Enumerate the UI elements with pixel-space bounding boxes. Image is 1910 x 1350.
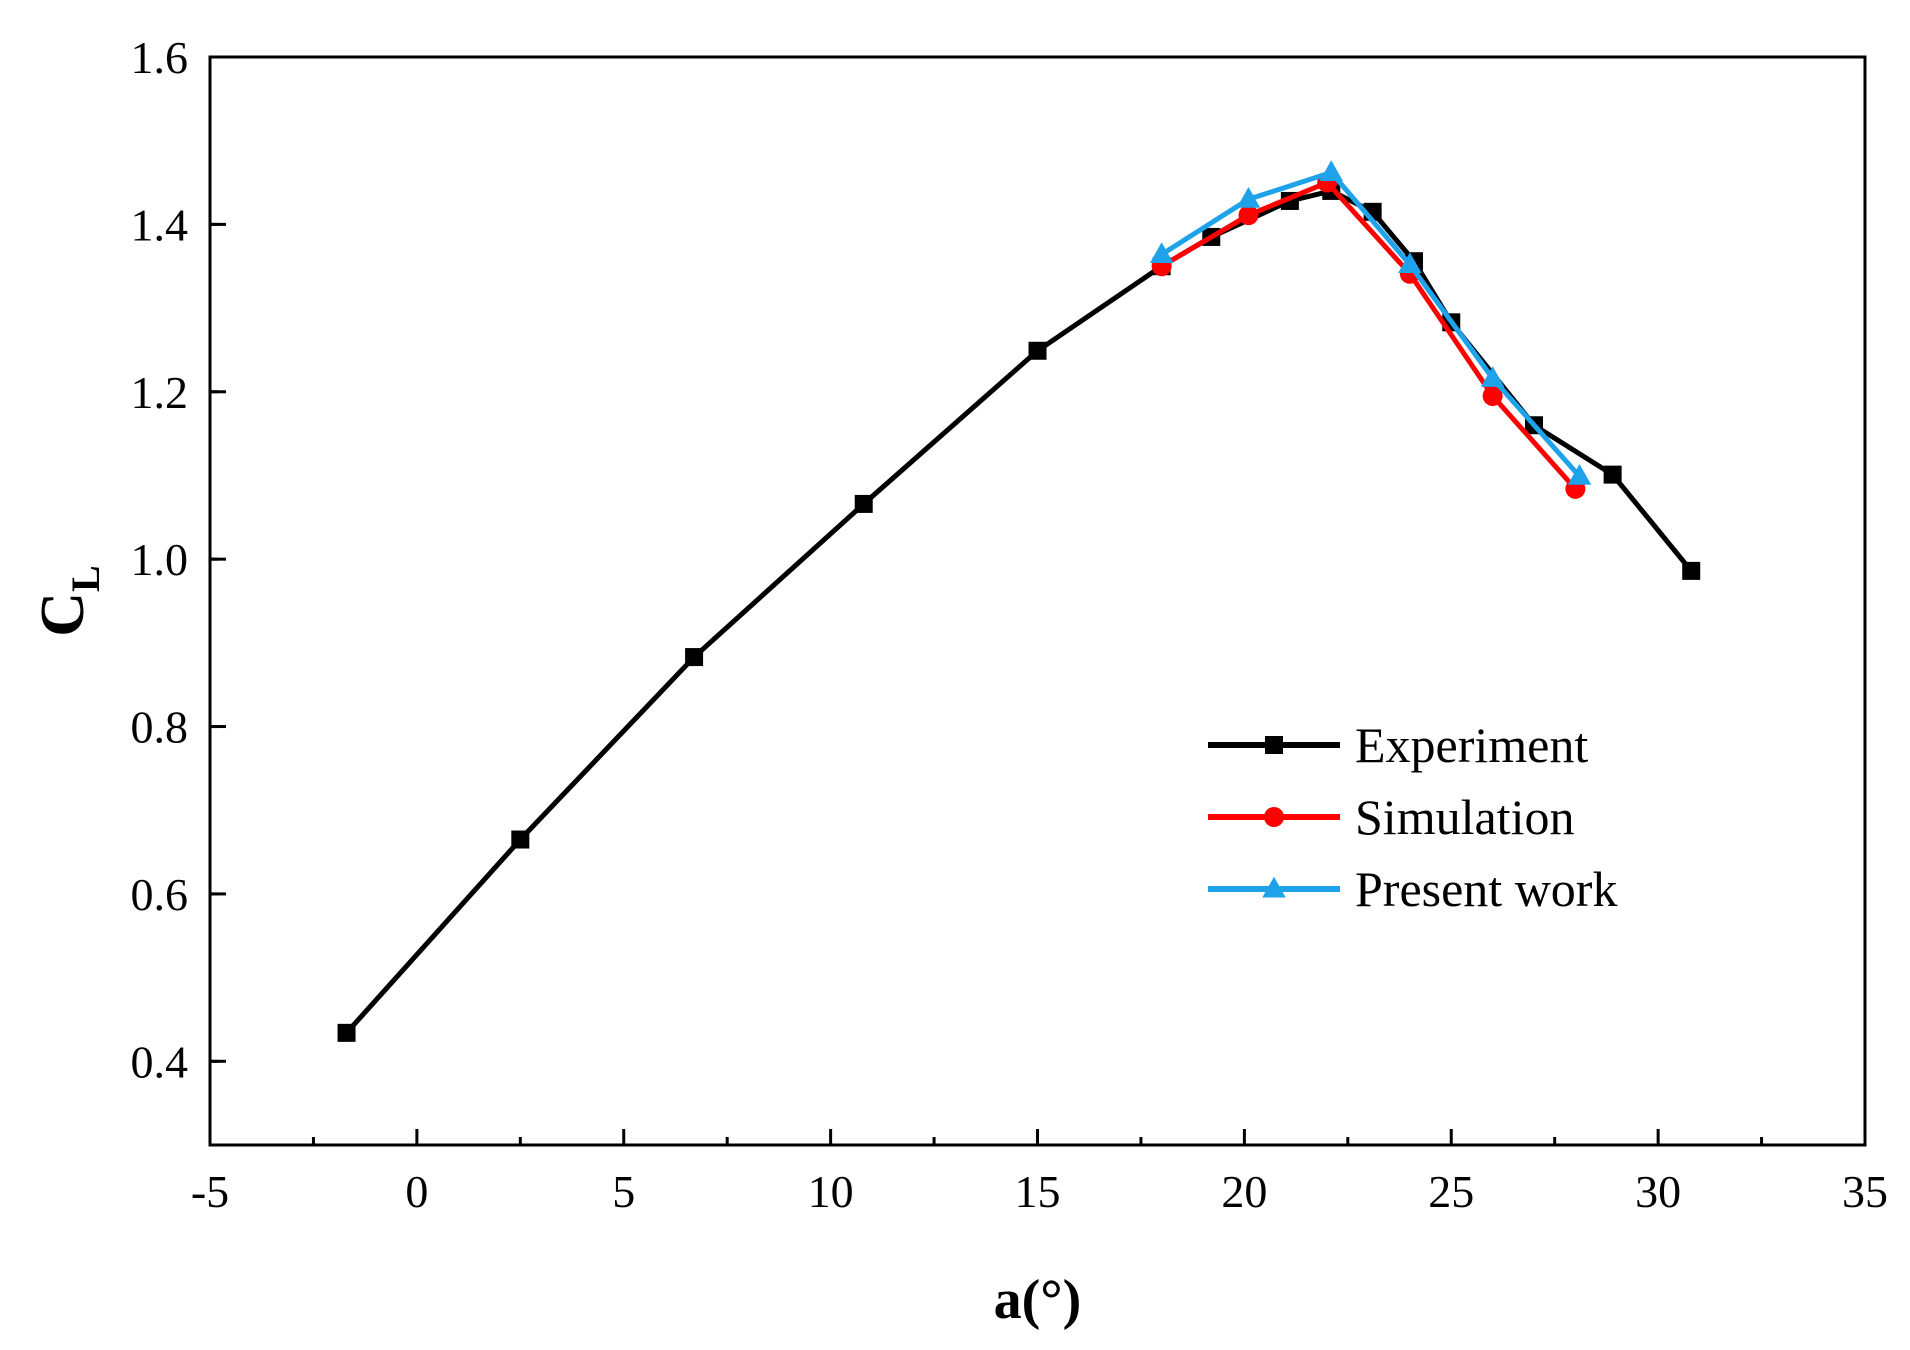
present-work-point [1236, 186, 1261, 208]
simulation-point [1482, 385, 1503, 406]
legend-swatch-marker [1262, 876, 1286, 898]
simulation-line [1160, 180, 1578, 491]
legend-item-simulation: Simulation [1208, 789, 1574, 845]
x-tick-label: 5 [612, 1166, 635, 1217]
x-tick-label: 35 [1842, 1166, 1888, 1217]
y-axis-title: CL [29, 565, 108, 636]
legend-item-experiment: Experiment [1208, 717, 1588, 773]
x-tick-label: 20 [1221, 1166, 1267, 1217]
present-work-point [1149, 242, 1174, 264]
x-tick-label: 30 [1635, 1166, 1681, 1217]
experiment-point [511, 830, 530, 849]
x-tick-label: -5 [191, 1166, 229, 1217]
plot-frame [208, 55, 1867, 1147]
simulation-point [1238, 205, 1259, 226]
experiment-point [1682, 561, 1701, 580]
experiment-point [337, 1023, 356, 1042]
series-layer [337, 160, 1701, 1042]
legend: Experiment Simulation Present work [1208, 717, 1617, 917]
x-tick-label: 0 [405, 1166, 428, 1217]
y-axis-title-main: C [29, 592, 97, 637]
axes-layer: -5 0 5 10 15 20 25 30 35 0.4 0.6 0.8 1.0 1.2 1.4 1.6 a(°… [29, 32, 1888, 1331]
present-work-point [1567, 464, 1592, 485]
x-tick-label: 25 [1428, 1166, 1474, 1217]
experiment-point [854, 494, 873, 513]
x-tick-label: 15 [1015, 1166, 1061, 1217]
x-tick-label: 10 [808, 1166, 854, 1217]
legend-label: Present work [1355, 861, 1617, 917]
present-work-point [1480, 366, 1505, 387]
legend-swatch-marker [1265, 736, 1283, 754]
legend-label: Experiment [1355, 717, 1588, 773]
present-work-point [1319, 160, 1343, 182]
y-tick-label: 1.4 [131, 199, 189, 250]
experiment-point [1603, 465, 1622, 484]
y-tick-label: 0.6 [131, 869, 189, 920]
y-tick-label: 1.2 [131, 367, 189, 418]
legend-swatch-marker [1264, 807, 1284, 827]
legend-item-present-work: Present work [1208, 861, 1617, 917]
experiment-point [1028, 341, 1047, 360]
y-tick-label: 1.0 [131, 534, 189, 585]
present-work-point [1398, 252, 1422, 274]
series-present-work [1149, 160, 1592, 485]
y-axis-title-subscript: L [63, 565, 108, 592]
y-tick-label: 0.8 [131, 702, 189, 753]
series-simulation [1151, 172, 1586, 499]
legend-label: Simulation [1355, 789, 1574, 845]
y-tick-label: 0.4 [131, 1036, 189, 1087]
x-axis-title: a(°) [994, 1269, 1082, 1331]
present-work-line [1160, 169, 1582, 478]
experiment-point [685, 648, 704, 667]
y-tick-label: 1.6 [131, 32, 189, 83]
